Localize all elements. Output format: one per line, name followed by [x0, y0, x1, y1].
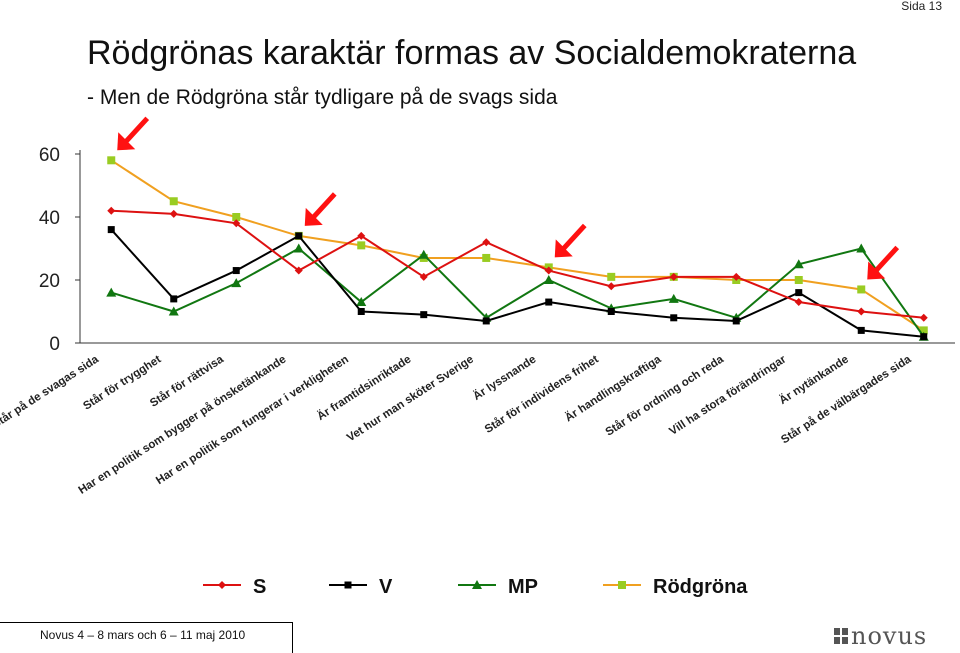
- data-point: [543, 275, 554, 284]
- legend-label: S: [253, 576, 266, 598]
- data-point: [856, 243, 867, 253]
- data-point: [293, 243, 304, 253]
- data-point: [107, 206, 116, 215]
- novus-logo: novus: [834, 622, 927, 650]
- data-point: [794, 298, 803, 307]
- data-point: [482, 317, 490, 325]
- data-point: [170, 295, 178, 303]
- legend-item: V: [329, 576, 393, 598]
- legend-label: Rödgröna: [653, 576, 748, 598]
- data-point: [919, 326, 928, 335]
- data-point: [857, 285, 866, 294]
- highlight-arrow-icon: [867, 245, 900, 280]
- legend-marker: [218, 581, 226, 589]
- data-point: [419, 272, 428, 281]
- data-point: [107, 226, 115, 234]
- legend-label: MP: [508, 576, 538, 598]
- highlight-arrow-icon: [304, 192, 337, 226]
- arrow-head: [554, 239, 573, 258]
- x-category-label: Står på de välbärgades sida: [779, 353, 914, 446]
- legend-item: S: [203, 576, 266, 598]
- legend-marker: [472, 580, 482, 589]
- data-point: [107, 156, 116, 165]
- y-tick-label: 40: [39, 208, 60, 229]
- legend-marker: [344, 581, 352, 589]
- novus-logo-mark-icon: [834, 628, 848, 644]
- data-point: [920, 333, 928, 341]
- arrow-shaft: [873, 245, 900, 274]
- arrow-head: [867, 261, 886, 280]
- footer-date-range: Novus 4 – 8 mars och 6 – 11 maj 2010: [40, 628, 246, 642]
- data-point: [482, 238, 491, 247]
- data-point: [232, 213, 241, 221]
- data-point: [357, 308, 365, 315]
- data-point: [732, 272, 741, 281]
- series-rodgröna: [107, 156, 928, 335]
- data-point: [669, 272, 678, 281]
- x-category-label: Står för individens frihet: [483, 353, 601, 436]
- series-line: [111, 209, 924, 319]
- x-category-label: Står för ordning och reda: [604, 353, 727, 439]
- data-point: [169, 197, 178, 206]
- data-point: [169, 209, 178, 218]
- x-category-label: Har en politik som bygger på önsketänkan…: [77, 353, 289, 496]
- series-v: [107, 226, 928, 341]
- series-line: [110, 159, 925, 332]
- legend-item: Rödgröna: [603, 576, 748, 598]
- series-s: [107, 206, 928, 322]
- data-point: [106, 287, 117, 297]
- legend-label: V: [379, 576, 393, 598]
- data-point: [482, 253, 491, 262]
- data-point: [294, 266, 303, 275]
- data-point: [793, 259, 804, 269]
- data-point: [420, 311, 428, 319]
- data-point: [857, 307, 866, 316]
- data-point: [232, 267, 240, 275]
- data-point: [232, 219, 241, 228]
- data-point: [732, 317, 740, 325]
- legend-marker: [618, 581, 626, 589]
- data-point: [794, 276, 803, 284]
- arrow-shaft: [310, 192, 337, 220]
- arrow-shaft: [560, 223, 587, 252]
- chart-title: Rödgrönas karaktär formas av Socialdemok…: [87, 34, 857, 72]
- chart-subtitle: - Men de Rödgröna står tydligare på de s…: [87, 86, 558, 109]
- data-point: [295, 232, 303, 240]
- data-point: [418, 249, 429, 259]
- data-point: [168, 306, 179, 316]
- arrow-shaft: [123, 116, 150, 144]
- y-tick-label: 60: [39, 145, 60, 166]
- data-point: [668, 293, 679, 303]
- data-point: [607, 282, 616, 291]
- page-number: Sida 13: [901, 0, 942, 13]
- data-point: [544, 266, 553, 275]
- series-line: [110, 247, 925, 338]
- arrow-head: [304, 207, 323, 226]
- highlight-arrow-icon: [554, 223, 587, 258]
- data-point: [357, 241, 366, 250]
- highlight-arrow-icon: [117, 116, 150, 151]
- data-point: [607, 308, 615, 315]
- data-point: [231, 278, 242, 288]
- footer-box: [0, 622, 293, 653]
- data-point: [670, 314, 678, 322]
- y-tick-label: 0: [49, 334, 60, 355]
- data-point: [857, 326, 865, 334]
- data-point: [545, 298, 553, 306]
- data-point: [919, 313, 928, 322]
- data-point: [795, 289, 803, 297]
- x-category-label: Står på de svagas sida: [0, 353, 101, 431]
- data-point: [356, 297, 367, 307]
- x-category-label: Vill ha stora förändringar: [667, 353, 788, 438]
- data-point: [607, 272, 616, 281]
- x-category-label: Vet hur man sköter Sverige: [345, 353, 476, 444]
- y-tick-label: 20: [39, 271, 60, 292]
- series-mp: [106, 243, 929, 341]
- arrow-head: [117, 132, 136, 151]
- novus-logo-text: novus: [851, 622, 928, 650]
- data-point: [357, 231, 366, 240]
- legend-item: MP: [458, 576, 538, 598]
